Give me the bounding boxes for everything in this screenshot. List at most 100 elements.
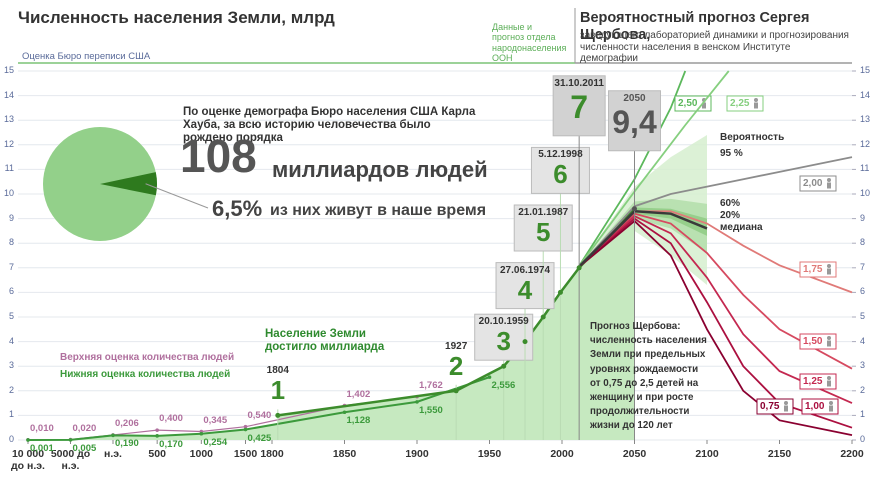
milestone-date: 1804: [266, 365, 289, 377]
y2-tick-label: 7: [860, 261, 866, 272]
milestone-date: 20.10.1959: [478, 316, 529, 328]
estimate-point: [155, 428, 159, 432]
source-label: Оценка Бюро переписи США: [22, 51, 151, 62]
x-tick-label: н.э.: [104, 448, 122, 460]
y-tick-label: 5: [8, 311, 14, 321]
person-icon: [784, 405, 788, 412]
source-label: Данные и прогноз отдела народонаселения …: [492, 22, 567, 64]
x-tick-label: 10 000 до н.э.: [11, 448, 45, 473]
milestone-value: 1: [270, 375, 286, 406]
milestone-date: 21.01.1987: [518, 207, 569, 218]
pie-note: из них живут в наше время: [270, 202, 487, 219]
value-label: 1,128: [346, 415, 371, 427]
y2-tick-label: 10: [860, 188, 871, 198]
y2-tick-label: 13: [860, 114, 871, 125]
milestone-value: 6: [553, 159, 568, 190]
person-icon: [827, 268, 831, 275]
milestone-value: 4: [517, 274, 533, 305]
pie-text: По оценке демографа Бюро населения США К…: [183, 106, 476, 145]
value-label: 0,170: [159, 438, 183, 450]
person-icon: [754, 102, 758, 109]
x-tick-label: 500: [148, 448, 166, 460]
y2-tick-label: 5: [860, 311, 866, 321]
x-tick-label: 1950: [477, 448, 502, 460]
y-tick-label: 11: [4, 163, 14, 174]
value-label: 0,206: [115, 417, 139, 429]
milestone-value: 2: [448, 350, 464, 381]
population-area: [277, 208, 635, 440]
annotation: Население Земли достигло миллиарда: [265, 328, 385, 354]
x-tick-label: 1500: [233, 448, 258, 460]
forecast-title: Вероятностный прогноз Сергея Щербова,: [580, 10, 810, 43]
x-tick-label: 1800: [260, 448, 284, 460]
y2-tick-label: 4: [860, 335, 866, 346]
estimate-point: [243, 427, 248, 432]
milestone-date: 27.06.1974: [499, 264, 551, 276]
milestone-point: [632, 206, 637, 212]
band-title: Вероятность: [720, 132, 785, 143]
forecast-label: 2,25: [730, 97, 750, 109]
band-label: 60%: [720, 198, 741, 209]
y2-tick-label: 3: [860, 360, 866, 371]
x-tick-label: 1850: [332, 448, 357, 460]
y-tick-label: 9: [8, 212, 14, 223]
value-label: 1,402: [346, 388, 371, 400]
y-tick-label: 8: [8, 237, 14, 248]
estimate-point: [487, 375, 492, 379]
person-icon: [827, 376, 831, 380]
x-tick-label: 2100: [695, 448, 719, 460]
estimate-point: [155, 434, 159, 438]
milestone-value: 3: [496, 326, 511, 357]
person-icon: [827, 178, 831, 182]
person-icon: [829, 401, 833, 405]
estimate-point: [243, 424, 248, 429]
estimate-point: [415, 400, 419, 404]
milestone-box: [474, 313, 534, 361]
y-tick-label: 12: [3, 138, 14, 149]
forecast-label: медиана: [720, 222, 763, 233]
legend-entry: Верхняя оценка количества людей: [60, 352, 235, 363]
value-label: 1,762: [419, 379, 443, 391]
estimate-point: [68, 438, 73, 442]
x-tick-label: 1000: [189, 448, 213, 460]
person-icon: [827, 264, 831, 268]
forecast-label: 1,00: [805, 400, 825, 412]
value-label: 0,010: [30, 422, 54, 434]
value-label: 0,020: [72, 422, 97, 434]
y-tick-label: 4: [8, 335, 14, 346]
value-label: 1,550: [419, 404, 443, 416]
y2-tick-label: 14: [860, 89, 871, 100]
milestone-point: [540, 314, 546, 320]
y-tick-label: 10: [3, 188, 14, 198]
milestone-box: [513, 204, 573, 252]
x-tick-label: 5000 до н.э.: [50, 448, 91, 473]
band-label: 95 %: [720, 148, 743, 159]
milestone-point: [522, 339, 528, 345]
chart-title: Численность населения Земли, млрд: [18, 8, 335, 27]
band-label: 20%: [720, 210, 741, 221]
legend-entry: Нижняя оценка количества людей: [60, 369, 231, 380]
y2-tick-label: 0: [860, 434, 866, 444]
annotation: Прогноз Щербова: численность населения З…: [590, 321, 707, 432]
x-tick-label: 2200: [840, 448, 864, 460]
value-label: 2,556: [491, 380, 516, 392]
milestone-value: 9,4: [612, 103, 657, 140]
milestone-box: [495, 262, 555, 310]
forecast-line: [577, 209, 708, 269]
forecast-label: 1,25: [803, 375, 823, 387]
milestone-date: 5.12.1998: [538, 149, 583, 161]
person-icon: [827, 380, 831, 387]
x-tick-label: 2150: [767, 448, 792, 460]
estimate-point: [342, 410, 347, 415]
forecast-subtitle: заведующего лабораторией динамики и прог…: [580, 30, 849, 64]
person-icon: [702, 102, 706, 109]
forecast-label: 2,00: [803, 177, 823, 189]
forecast-label: 0,75: [760, 400, 780, 412]
forecast-line: [577, 70, 730, 269]
y-tick-label: 15: [3, 65, 14, 75]
estimate-point: [111, 433, 115, 438]
y2-tick-label: 1: [860, 409, 866, 420]
person-icon: [827, 336, 831, 340]
pie-value-label: 6,5%: [212, 196, 263, 221]
